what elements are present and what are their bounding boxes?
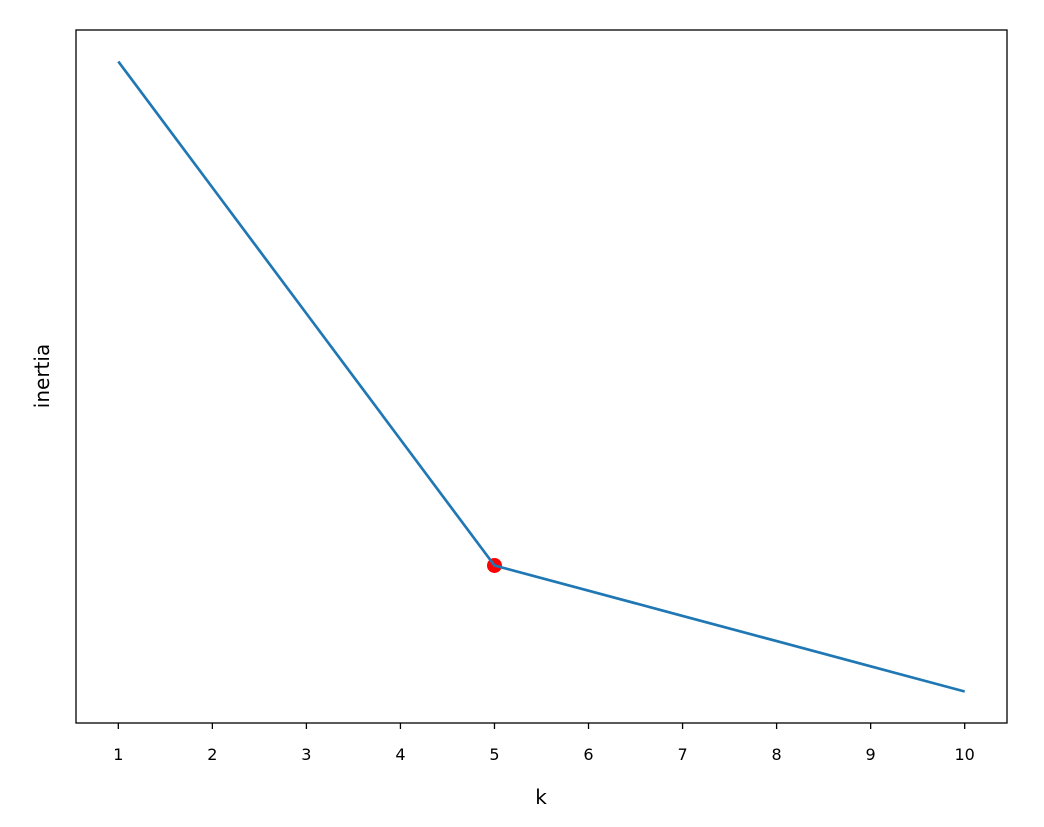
x-tick-label: 10: [955, 745, 975, 764]
x-axis-label: k: [535, 785, 547, 809]
x-tick-label: 6: [583, 745, 593, 764]
x-tick-label: 4: [395, 745, 405, 764]
x-tick-label: 8: [772, 745, 782, 764]
x-tick-label: 7: [677, 745, 687, 764]
x-tick-label: 3: [301, 745, 311, 764]
x-tick-label: 5: [489, 745, 499, 764]
x-tick-label: 9: [866, 745, 876, 764]
x-tick-label: 2: [207, 745, 217, 764]
plot-frame: [75, 29, 1008, 724]
x-tick-label: 1: [113, 745, 123, 764]
y-axis-label: inertia: [30, 344, 54, 408]
series-line-0: [117, 60, 966, 693]
